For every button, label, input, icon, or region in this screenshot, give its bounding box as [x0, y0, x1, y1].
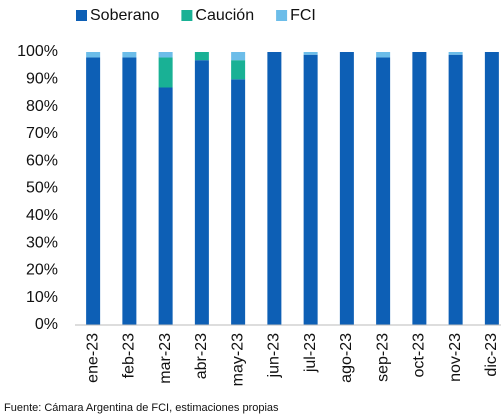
bar-segment	[267, 52, 282, 325]
source-note: Fuente: Cámara Argentina de FCI, estimac…	[4, 402, 279, 414]
x-tick-label: ene-23	[84, 333, 101, 383]
y-tick-label: 20%	[26, 262, 58, 279]
x-tick-label: sep-23	[374, 333, 391, 382]
y-tick-label: 60%	[26, 152, 58, 169]
y-tick-label: 40%	[26, 207, 58, 224]
bar-segment	[231, 79, 246, 325]
x-tick-label: jun-23	[266, 333, 283, 379]
legend-label: FCI	[290, 7, 316, 24]
bar-segment	[122, 52, 137, 58]
y-tick-label: 80%	[26, 98, 58, 115]
x-tick-label: jul-23	[302, 333, 319, 373]
bar-segment	[158, 87, 173, 326]
bar-segment	[194, 60, 209, 325]
x-tick-label: oct-23	[411, 333, 428, 378]
bar-segment	[231, 52, 246, 61]
bar-segment	[339, 52, 354, 325]
legend-label: Caución	[195, 7, 254, 24]
bar-segment	[376, 52, 391, 58]
bar-segment	[448, 52, 463, 55]
legend-swatch	[76, 10, 87, 21]
bar-segment	[86, 52, 101, 58]
bar-segment	[376, 57, 391, 326]
y-tick-label: 10%	[26, 289, 58, 306]
legend-label: Soberano	[90, 7, 159, 24]
x-tick-label: ago-23	[338, 333, 355, 383]
x-tick-label: dic-23	[483, 333, 500, 377]
legend-swatch	[276, 10, 288, 21]
y-tick-label: 50%	[26, 180, 58, 197]
y-tick-label: 70%	[26, 125, 58, 142]
x-tick-label: feb-23	[121, 333, 138, 378]
y-tick-label: 30%	[26, 234, 58, 251]
x-tick-label: abr-23	[193, 333, 210, 379]
bar-segment	[158, 52, 173, 58]
bar-segment	[303, 52, 318, 55]
bar-segment	[158, 57, 173, 88]
bar-segment	[448, 54, 463, 325]
y-tick-label: 100%	[17, 43, 58, 60]
x-tick-label: may-23	[229, 333, 246, 386]
y-tick-label: 90%	[26, 71, 58, 88]
bar-segment	[122, 57, 137, 326]
bar-segment	[303, 54, 318, 325]
x-tick-label: nov-23	[447, 333, 464, 382]
y-tick-label: 0%	[35, 316, 58, 333]
legend-swatch	[181, 10, 193, 21]
x-tick-label: mar-23	[157, 333, 174, 384]
bar-segment	[412, 52, 427, 325]
bar-segment	[86, 57, 101, 326]
bar-segment	[231, 60, 246, 80]
bar-segment	[484, 52, 499, 325]
bar-segment	[194, 52, 209, 61]
